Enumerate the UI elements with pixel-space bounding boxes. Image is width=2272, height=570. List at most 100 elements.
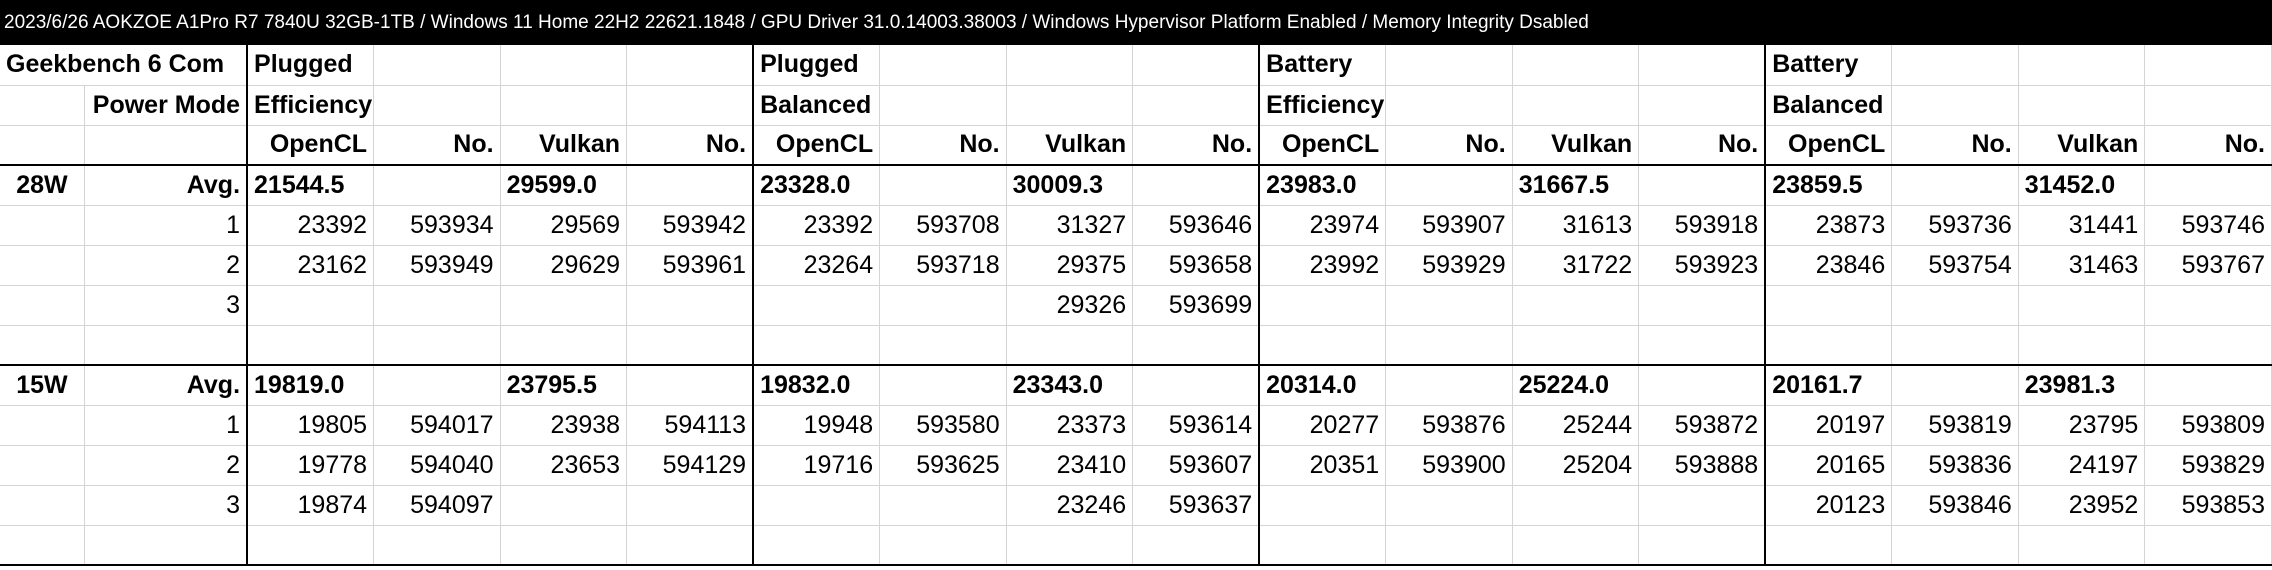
empty-cell[interactable] bbox=[2144, 85, 2272, 126]
score-value[interactable]: 29629 bbox=[500, 245, 628, 286]
score-value[interactable]: 19805 bbox=[246, 405, 375, 446]
avg-value[interactable]: 25224.0 bbox=[1512, 365, 1640, 406]
avg-value[interactable] bbox=[2144, 365, 2272, 406]
empty-cell[interactable] bbox=[2144, 325, 2272, 366]
score-value[interactable] bbox=[1764, 285, 1893, 326]
column-header-no[interactable]: No. bbox=[879, 125, 1007, 166]
empty-cell[interactable] bbox=[373, 45, 501, 86]
avg-value[interactable] bbox=[2144, 165, 2272, 206]
score-value[interactable]: 19948 bbox=[752, 405, 881, 446]
column-header-vulkan[interactable]: Vulkan bbox=[500, 125, 628, 166]
empty-cell[interactable] bbox=[1385, 325, 1513, 366]
score-value[interactable]: 594040 bbox=[373, 445, 501, 486]
group-mode-label[interactable]: Efficiency bbox=[246, 85, 375, 126]
empty-cell[interactable] bbox=[2018, 85, 2146, 126]
avg-value[interactable]: 19819.0 bbox=[246, 365, 375, 406]
avg-value[interactable] bbox=[626, 365, 754, 406]
run-number[interactable]: 3 bbox=[84, 285, 248, 326]
score-value[interactable]: 593658 bbox=[1132, 245, 1260, 286]
score-value[interactable] bbox=[626, 485, 754, 526]
empty-cell[interactable] bbox=[752, 525, 881, 566]
avg-value[interactable] bbox=[879, 365, 1007, 406]
score-value[interactable] bbox=[2018, 285, 2146, 326]
score-value[interactable] bbox=[2144, 285, 2272, 326]
score-value[interactable]: 593718 bbox=[879, 245, 1007, 286]
score-value[interactable]: 23795 bbox=[2018, 405, 2146, 446]
score-value[interactable] bbox=[752, 485, 881, 526]
score-value[interactable]: 29326 bbox=[1006, 285, 1134, 326]
score-value[interactable] bbox=[752, 285, 881, 326]
avg-value[interactable]: 31452.0 bbox=[2018, 165, 2146, 206]
empty-cell[interactable] bbox=[752, 325, 881, 366]
score-value[interactable]: 31722 bbox=[1512, 245, 1640, 286]
empty-cell[interactable] bbox=[1006, 525, 1134, 566]
column-header-no[interactable]: No. bbox=[1385, 125, 1513, 166]
score-value[interactable]: 20351 bbox=[1258, 445, 1387, 486]
empty-cell[interactable] bbox=[84, 525, 248, 566]
column-header-no[interactable]: No. bbox=[373, 125, 501, 166]
tdp-label[interactable]: 28W bbox=[0, 165, 85, 206]
score-value[interactable]: 593846 bbox=[1891, 485, 2019, 526]
empty-cell[interactable] bbox=[1385, 85, 1513, 126]
empty-cell[interactable] bbox=[1132, 525, 1260, 566]
empty-cell[interactable] bbox=[0, 445, 85, 486]
avg-value[interactable]: 23343.0 bbox=[1006, 365, 1134, 406]
avg-value[interactable]: 29599.0 bbox=[500, 165, 628, 206]
avg-value[interactable] bbox=[626, 165, 754, 206]
column-header-opencl[interactable]: OpenCL bbox=[1764, 125, 1893, 166]
score-value[interactable]: 29569 bbox=[500, 205, 628, 246]
score-value[interactable]: 23264 bbox=[752, 245, 881, 286]
score-value[interactable] bbox=[1385, 485, 1513, 526]
avg-value[interactable] bbox=[373, 165, 501, 206]
score-value[interactable]: 23246 bbox=[1006, 485, 1134, 526]
empty-cell[interactable] bbox=[2144, 45, 2272, 86]
empty-cell[interactable] bbox=[1512, 525, 1640, 566]
score-value[interactable]: 593949 bbox=[373, 245, 501, 286]
score-value[interactable] bbox=[500, 285, 628, 326]
empty-cell[interactable] bbox=[879, 85, 1007, 126]
empty-cell[interactable] bbox=[1891, 85, 2019, 126]
empty-cell[interactable] bbox=[0, 405, 85, 446]
score-value[interactable]: 23952 bbox=[2018, 485, 2146, 526]
score-value[interactable]: 593888 bbox=[1638, 445, 1766, 486]
empty-cell[interactable] bbox=[0, 205, 85, 246]
empty-cell[interactable] bbox=[1385, 525, 1513, 566]
score-value[interactable]: 594017 bbox=[373, 405, 501, 446]
avg-value[interactable]: 20161.7 bbox=[1764, 365, 1893, 406]
score-value[interactable] bbox=[1258, 285, 1387, 326]
score-value[interactable]: 20197 bbox=[1764, 405, 1893, 446]
avg-value[interactable]: 21544.5 bbox=[246, 165, 375, 206]
empty-cell[interactable] bbox=[1638, 85, 1766, 126]
score-value[interactable]: 593829 bbox=[2144, 445, 2272, 486]
group-source-label[interactable]: Battery bbox=[1764, 45, 1893, 86]
score-value[interactable]: 23392 bbox=[752, 205, 881, 246]
run-number[interactable]: 1 bbox=[84, 405, 248, 446]
empty-cell[interactable] bbox=[2144, 525, 2272, 566]
score-value[interactable] bbox=[879, 485, 1007, 526]
score-value[interactable] bbox=[1512, 485, 1640, 526]
empty-cell[interactable] bbox=[626, 85, 754, 126]
avg-value[interactable] bbox=[1638, 365, 1766, 406]
empty-cell[interactable] bbox=[0, 525, 85, 566]
empty-cell[interactable] bbox=[2018, 325, 2146, 366]
score-value[interactable]: 593580 bbox=[879, 405, 1007, 446]
run-number[interactable]: 3 bbox=[84, 485, 248, 526]
column-header-no[interactable]: No. bbox=[626, 125, 754, 166]
empty-cell[interactable] bbox=[1258, 525, 1387, 566]
empty-cell[interactable] bbox=[373, 85, 501, 126]
score-value[interactable] bbox=[1385, 285, 1513, 326]
score-value[interactable]: 593754 bbox=[1891, 245, 2019, 286]
score-value[interactable]: 593607 bbox=[1132, 445, 1260, 486]
score-value[interactable]: 19778 bbox=[246, 445, 375, 486]
column-header-no[interactable]: No. bbox=[1891, 125, 2019, 166]
empty-cell[interactable] bbox=[0, 285, 85, 326]
score-value[interactable] bbox=[626, 285, 754, 326]
score-value[interactable] bbox=[879, 285, 1007, 326]
empty-cell[interactable] bbox=[1764, 325, 1893, 366]
empty-cell[interactable] bbox=[1891, 525, 2019, 566]
avg-value[interactable]: 23981.3 bbox=[2018, 365, 2146, 406]
column-header-opencl[interactable]: OpenCL bbox=[246, 125, 375, 166]
score-value[interactable]: 594097 bbox=[373, 485, 501, 526]
empty-cell[interactable] bbox=[1512, 85, 1640, 126]
empty-cell[interactable] bbox=[0, 85, 85, 126]
